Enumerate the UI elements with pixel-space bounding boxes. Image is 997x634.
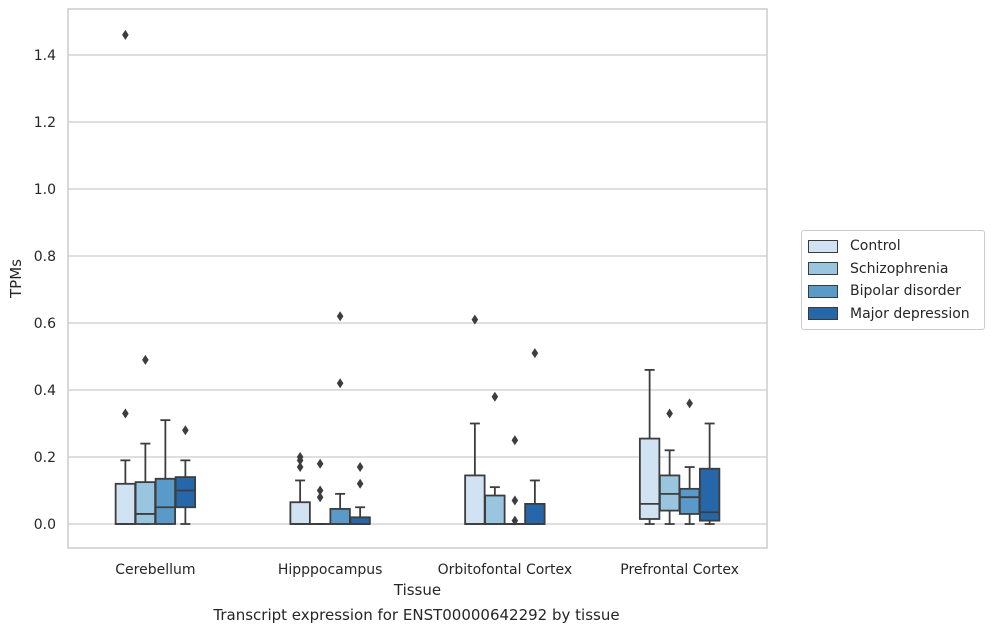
outlier-point	[316, 485, 324, 496]
y-tick-label: 1.2	[34, 115, 56, 131]
legend-swatch	[808, 307, 838, 321]
outlier-point	[511, 495, 519, 506]
y-axis-title: TPMs	[7, 259, 25, 299]
legend-item: Schizophrenia	[808, 258, 984, 281]
legend-item: Major depression	[808, 303, 984, 326]
box	[154, 419, 177, 525]
box	[658, 408, 681, 525]
outlier-point	[122, 29, 129, 40]
category-group	[638, 368, 721, 525]
x-tick-label: Prefrontal Cortex	[620, 562, 739, 578]
y-tick-label: 0.2	[34, 450, 56, 466]
legend-swatch	[808, 239, 838, 253]
legend-item: Control	[808, 235, 984, 258]
category-group	[114, 29, 197, 525]
box-body	[349, 516, 371, 525]
outlier-point	[686, 398, 693, 409]
box	[504, 435, 526, 526]
x-axis-ticks: Cerebellum Hipppocampus Orbitofontal Corte…	[115, 562, 739, 578]
box-body	[484, 494, 506, 525]
legend-swatch	[808, 284, 838, 298]
box-body	[464, 474, 486, 525]
x-axis-title: Tissue	[393, 581, 441, 599]
x-tick-label: Hipppocampus	[278, 562, 383, 578]
y-tick-label: 1.4	[34, 48, 56, 64]
legend-label: Control	[850, 238, 901, 255]
y-tick-label: 0.0	[34, 517, 56, 533]
box-body	[698, 467, 721, 522]
box	[114, 29, 137, 525]
legend: Control Schizophrenia Bipolar disorder Majo…	[801, 230, 985, 330]
outlier-point	[511, 515, 519, 526]
box	[349, 462, 371, 525]
box-body	[114, 482, 137, 525]
legend-label: Bipolar disorder	[850, 283, 962, 300]
outlier-point	[356, 478, 364, 489]
outlier-point	[296, 462, 304, 473]
box	[309, 458, 331, 525]
box	[698, 422, 721, 525]
box	[134, 354, 157, 525]
legend-item: Bipolar disorder	[808, 280, 984, 303]
box	[484, 391, 506, 525]
outlier-point	[491, 391, 499, 402]
box-body	[174, 476, 197, 509]
box-body	[329, 508, 351, 525]
box-body	[638, 437, 661, 520]
box-body	[134, 481, 157, 525]
box	[678, 398, 701, 525]
outlier-point	[511, 435, 519, 446]
outlier-point	[471, 314, 479, 325]
y-tick-label: 0.8	[34, 249, 56, 265]
x-tick-label: Orbitofontal Cortex	[438, 562, 573, 578]
y-axis-ticks: 0.0 0.2 0.4 0.6 0.8 1.0 1.2 1.4	[34, 48, 56, 533]
box-groups	[114, 29, 721, 526]
legend-swatch	[808, 262, 838, 276]
outlier-point	[666, 408, 673, 419]
box	[329, 311, 351, 525]
category-group	[464, 314, 546, 526]
x-tick-label: Cerebellum	[115, 562, 195, 578]
box-body	[289, 501, 311, 525]
box-body	[524, 502, 546, 525]
outlier-point	[122, 408, 129, 419]
outlier-point	[336, 311, 344, 322]
legend-label: Schizophrenia	[850, 260, 949, 277]
chart-caption: Transcript expression for ENST0000064229…	[213, 606, 620, 624]
box-body	[678, 487, 701, 515]
category-group	[289, 311, 371, 525]
outlier-point	[142, 354, 149, 365]
y-tick-label: 0.6	[34, 316, 56, 332]
box	[289, 452, 311, 525]
outlier-point	[531, 348, 539, 359]
legend-label: Major depression	[850, 305, 970, 322]
outlier-point	[336, 378, 344, 389]
plot-frame	[67, 8, 768, 549]
y-tick-label: 0.4	[34, 383, 56, 399]
gridlines	[68, 54, 767, 525]
outlier-point	[356, 462, 364, 473]
box	[524, 348, 546, 525]
outlier-point	[182, 425, 189, 436]
outlier-point	[296, 455, 304, 466]
box	[638, 368, 661, 525]
outlier-point	[316, 458, 324, 469]
y-tick-label: 1.0	[34, 182, 56, 198]
box	[464, 314, 486, 525]
box	[174, 425, 197, 525]
outlier-point	[316, 492, 324, 503]
box-body	[154, 477, 177, 525]
